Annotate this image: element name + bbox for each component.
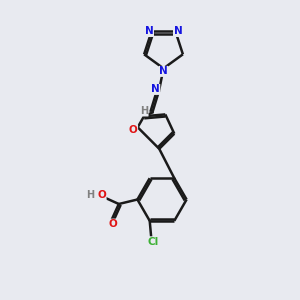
Text: N: N <box>145 26 154 37</box>
Text: O: O <box>97 190 106 200</box>
Text: H: H <box>86 190 94 200</box>
Text: N: N <box>151 84 160 94</box>
Text: O: O <box>108 219 117 229</box>
Text: H: H <box>140 106 148 116</box>
Text: N: N <box>173 26 182 37</box>
Text: O: O <box>129 125 138 135</box>
Text: Cl: Cl <box>147 237 158 247</box>
Text: N: N <box>159 66 168 76</box>
